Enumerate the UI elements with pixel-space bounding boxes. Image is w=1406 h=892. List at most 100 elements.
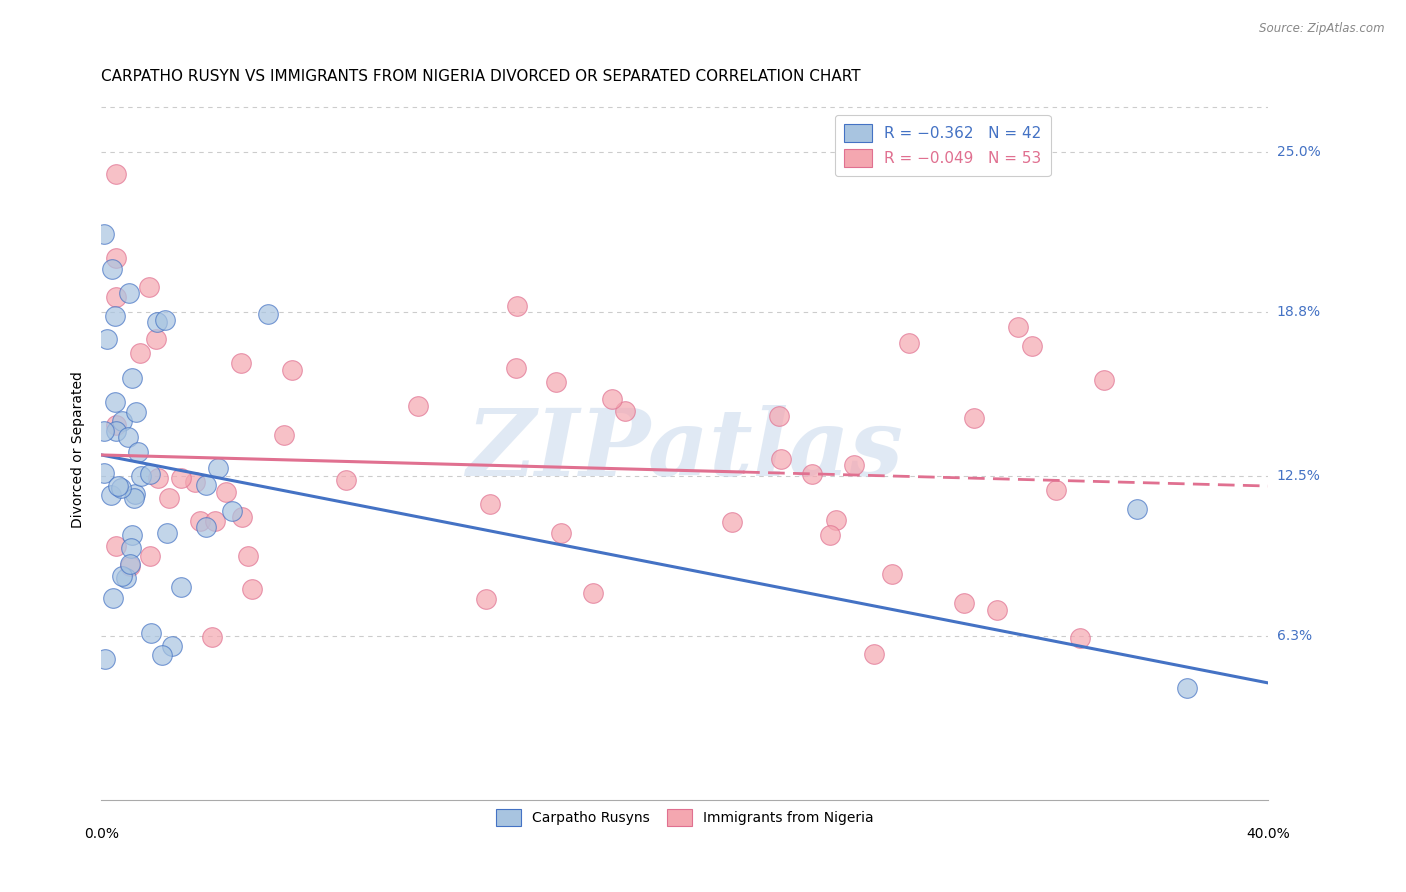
Point [121, 528, 143, 542]
Point [236, 549, 259, 563]
Point [118, 285, 141, 300]
Point [335, 473, 357, 487]
Point [138, 467, 160, 482]
Point [240, 582, 263, 596]
Point [963, 411, 986, 425]
Point [1069, 631, 1091, 645]
Point [111, 414, 134, 428]
Point [155, 313, 177, 327]
Point [105, 425, 128, 439]
Point [475, 592, 498, 607]
Point [1175, 681, 1198, 695]
Point [122, 491, 145, 505]
Point [107, 479, 129, 493]
Point [110, 482, 132, 496]
Point [207, 460, 229, 475]
Text: 40.0%: 40.0% [1246, 827, 1291, 841]
Point [201, 630, 224, 644]
Text: ZIPatlas: ZIPatlas [467, 405, 903, 495]
Point [204, 515, 226, 529]
Point [188, 514, 211, 528]
Point [120, 541, 142, 556]
Point [124, 487, 146, 501]
Point [121, 371, 143, 385]
Point [93, 652, 115, 666]
Point [138, 280, 160, 294]
Point [101, 591, 124, 606]
Point [1126, 502, 1149, 516]
Point [100, 488, 122, 502]
Point [162, 640, 184, 654]
Point [125, 405, 148, 419]
Point [104, 167, 127, 181]
Text: Source: ZipAtlas.com: Source: ZipAtlas.com [1260, 22, 1385, 36]
Y-axis label: Divorced or Separated: Divorced or Separated [72, 371, 86, 528]
Point [195, 520, 218, 534]
Point [145, 332, 167, 346]
Point [882, 567, 904, 582]
Point [818, 528, 841, 542]
Point [505, 360, 527, 375]
Point [546, 375, 568, 389]
Point [93, 424, 115, 438]
Point [505, 299, 527, 313]
Point [1007, 320, 1029, 334]
Point [184, 475, 207, 489]
Point [131, 468, 153, 483]
Point [952, 596, 974, 610]
Point [139, 549, 162, 563]
Point [110, 569, 132, 583]
Point [825, 513, 848, 527]
Point [221, 504, 243, 518]
Point [1021, 339, 1043, 353]
Text: 12.5%: 12.5% [1277, 468, 1320, 483]
Point [156, 526, 179, 541]
Legend: Carpatho Rusyns, Immigrants from Nigeria: Carpatho Rusyns, Immigrants from Nigeria [491, 803, 879, 831]
Point [273, 428, 295, 442]
Point [215, 484, 238, 499]
Point [104, 251, 127, 265]
Text: 25.0%: 25.0% [1277, 145, 1320, 159]
Point [115, 571, 138, 585]
Point [93, 227, 115, 242]
Point [150, 648, 173, 662]
Point [986, 603, 1008, 617]
Point [195, 477, 218, 491]
Point [104, 309, 127, 323]
Point [229, 356, 252, 370]
Point [104, 394, 127, 409]
Text: CARPATHO RUSYN VS IMMIGRANTS FROM NIGERIA DIVORCED OR SEPARATED CORRELATION CHAR: CARPATHO RUSYN VS IMMIGRANTS FROM NIGERI… [101, 69, 860, 84]
Text: 0.0%: 0.0% [84, 827, 118, 841]
Point [117, 430, 139, 444]
Point [582, 586, 605, 600]
Point [118, 557, 141, 571]
Point [100, 261, 122, 276]
Point [281, 363, 304, 377]
Point [96, 332, 118, 346]
Point [257, 307, 280, 321]
Point [770, 452, 793, 467]
Point [170, 580, 193, 594]
Point [478, 497, 501, 511]
Point [231, 510, 253, 524]
Point [127, 444, 149, 458]
Point [128, 346, 150, 360]
Point [139, 625, 162, 640]
Point [104, 290, 127, 304]
Point [862, 648, 884, 662]
Point [159, 491, 181, 505]
Point [93, 467, 115, 481]
Point [1045, 483, 1067, 497]
Text: 6.3%: 6.3% [1277, 630, 1312, 643]
Text: 18.8%: 18.8% [1277, 305, 1320, 319]
Point [406, 399, 429, 413]
Point [614, 404, 637, 418]
Point [104, 539, 127, 553]
Point [146, 315, 169, 329]
Point [170, 471, 193, 485]
Point [721, 516, 744, 530]
Point [801, 467, 824, 481]
Point [118, 558, 141, 573]
Point [550, 525, 572, 540]
Point [768, 409, 790, 423]
